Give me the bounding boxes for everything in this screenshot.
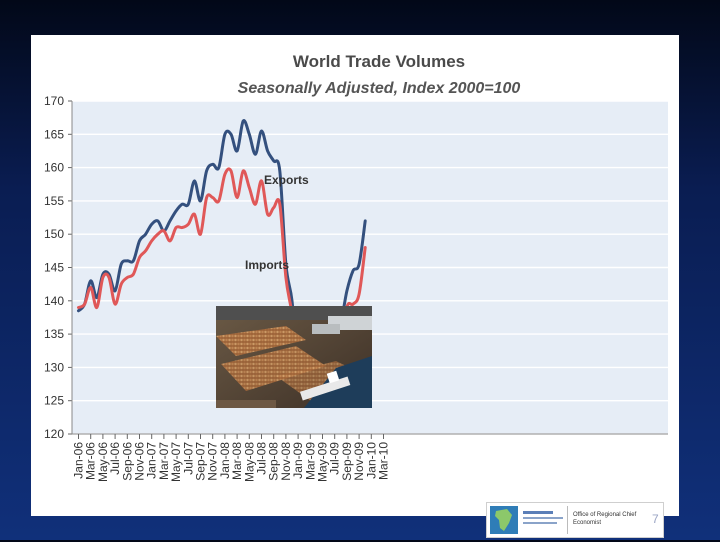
- world-bank-logo: Office of Regional Chief Economist: [486, 502, 664, 538]
- x-tick-label: Jul-09: [328, 442, 342, 475]
- x-tick-label: Nov-09: [352, 442, 366, 481]
- world-trade-chart: World Trade Volumes Seasonally Adjusted,…: [44, 52, 668, 482]
- x-tick-label: Jul-06: [108, 442, 122, 475]
- chart-panel: World Trade Volumes Seasonally Adjusted,…: [31, 35, 679, 516]
- x-axis-ticks: Jan-06Mar-06May-06Jul-06Sep-06Nov-06Jan-…: [72, 434, 391, 482]
- x-tick-label: Jan-07: [145, 442, 159, 479]
- chart-title: World Trade Volumes: [293, 52, 465, 71]
- x-tick-label: Mar-09: [303, 442, 317, 480]
- x-tick-label: Jan-10: [364, 442, 378, 479]
- y-tick-label: 130: [44, 360, 64, 374]
- y-tick-label: 155: [44, 194, 64, 208]
- x-tick-label: Mar-07: [157, 442, 171, 480]
- x-tick-label: May-08: [242, 442, 256, 482]
- x-tick-label: Nov-08: [279, 442, 293, 481]
- x-tick-label: Mar-06: [84, 442, 98, 480]
- x-tick-label: Jan-08: [218, 442, 232, 479]
- x-tick-label: Mar-10: [377, 442, 391, 480]
- x-tick-label: Jan-06: [72, 442, 86, 479]
- x-tick-label: Jul-07: [181, 442, 195, 475]
- x-tick-label: Nov-07: [206, 442, 220, 481]
- x-tick-label: Sep-08: [267, 442, 281, 481]
- y-tick-label: 120: [44, 427, 64, 441]
- x-tick-label: May-09: [316, 442, 330, 482]
- x-tick-label: Nov-06: [133, 442, 147, 481]
- x-tick-label: Jul-08: [255, 442, 269, 475]
- x-tick-label: May-07: [169, 442, 183, 482]
- x-tick-label: Sep-07: [194, 442, 208, 481]
- y-tick-label: 150: [44, 227, 64, 241]
- x-tick-label: Sep-09: [340, 442, 354, 481]
- x-tick-label: Sep-06: [120, 442, 134, 481]
- logo-caption: Office of Regional Chief Economist: [573, 512, 637, 526]
- y-tick-label: 165: [44, 127, 64, 141]
- imports-annotation: Imports: [245, 258, 289, 272]
- y-tick-label: 125: [44, 394, 64, 408]
- page-number: 7: [652, 512, 659, 526]
- port-photo: [216, 306, 372, 408]
- y-tick-label: 140: [44, 294, 64, 308]
- y-tick-label: 145: [44, 261, 64, 275]
- exports-annotation: Exports: [264, 173, 309, 187]
- chart-subtitle: Seasonally Adjusted, Index 2000=100: [238, 80, 521, 97]
- x-tick-label: Mar-08: [230, 442, 244, 480]
- y-tick-label: 135: [44, 327, 64, 341]
- y-axis-ticks: 120 125 130 135 140 145 150 155 160 165 170: [44, 94, 668, 441]
- y-tick-label: 160: [44, 161, 64, 175]
- y-tick-label: 170: [44, 94, 64, 108]
- x-tick-label: Jan-09: [291, 442, 305, 479]
- x-tick-label: May-06: [96, 442, 110, 482]
